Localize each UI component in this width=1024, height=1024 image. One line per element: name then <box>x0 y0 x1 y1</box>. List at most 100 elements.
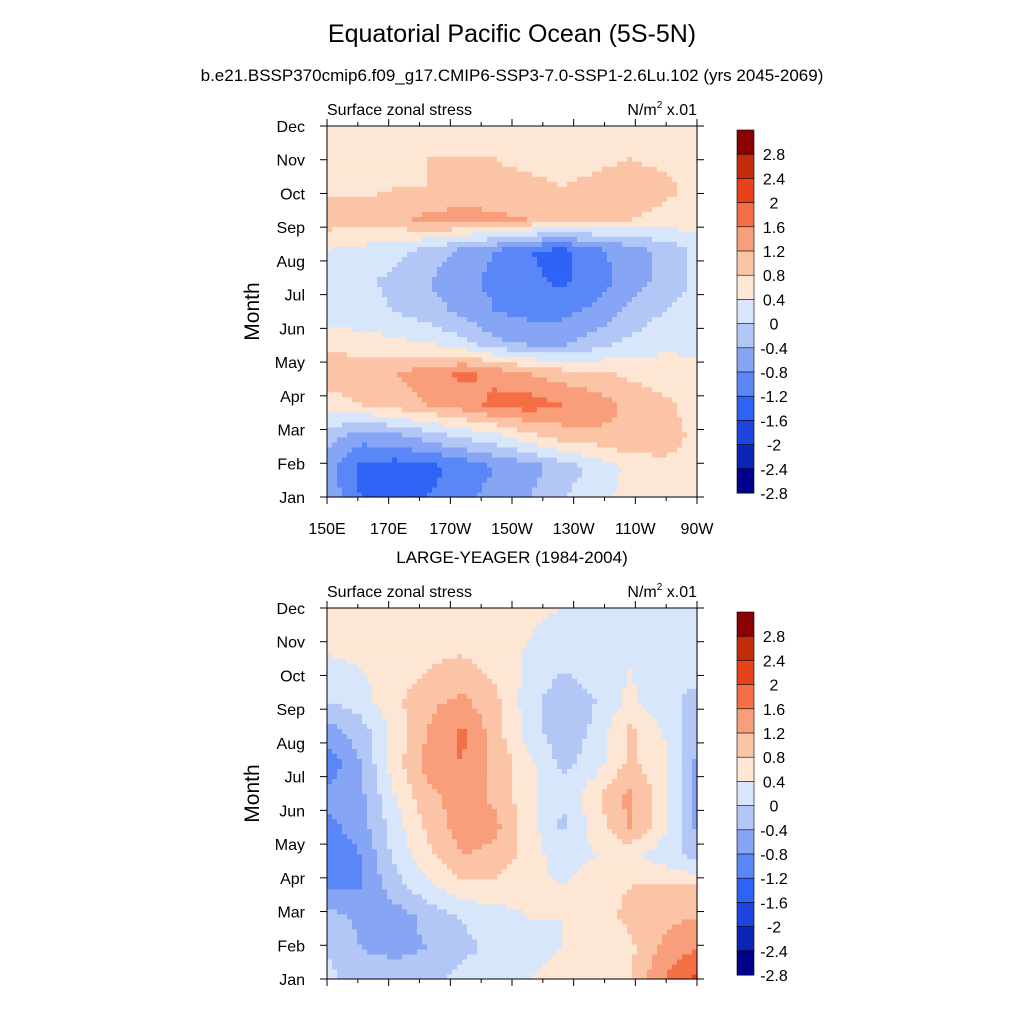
heatmap-cell <box>437 171 443 177</box>
heatmap-cell <box>432 451 438 458</box>
heatmap-cell <box>527 371 533 378</box>
heatmap-cell <box>327 156 333 162</box>
heatmap-cell <box>367 186 373 192</box>
heatmap-cell <box>607 386 613 393</box>
heatmap-cell <box>602 201 608 207</box>
heatmap-cell <box>432 371 438 378</box>
heatmap-cell <box>472 161 478 167</box>
heatmap-cell <box>577 306 583 313</box>
heatmap-cell <box>437 251 443 257</box>
heatmap-cell <box>352 461 358 468</box>
heatmap-cell <box>667 426 673 433</box>
heatmap-cell <box>382 281 388 288</box>
heatmap-cell <box>692 266 698 272</box>
heatmap-cell <box>677 331 683 338</box>
heatmap-cell <box>442 261 448 267</box>
heatmap-cell <box>342 336 348 343</box>
heatmap-cell <box>532 456 538 463</box>
heatmap-cell <box>542 341 548 348</box>
heatmap-cell <box>397 386 403 393</box>
heatmap-cell <box>677 211 683 217</box>
heatmap-cell <box>417 481 423 488</box>
heatmap-cell <box>337 391 343 398</box>
heatmap-cell <box>347 451 353 458</box>
heatmap-cell <box>342 166 348 172</box>
heatmap-cell <box>457 326 463 333</box>
heatmap-cell <box>597 341 603 348</box>
heatmap-cell <box>327 486 333 493</box>
heatmap-cell <box>507 406 513 413</box>
heatmap-cell <box>677 486 683 493</box>
heatmap-cell <box>527 476 533 483</box>
heatmap-cell <box>687 346 693 353</box>
heatmap-cell <box>617 416 623 423</box>
heatmap-cell <box>612 381 618 388</box>
heatmap-cell <box>507 176 513 182</box>
heatmap-cell <box>477 316 483 323</box>
heatmap-cell <box>437 396 443 403</box>
heatmap-cell <box>372 186 378 192</box>
heatmap-cell <box>422 286 428 293</box>
heatmap-cell <box>517 266 523 272</box>
heatmap-cell <box>572 326 578 333</box>
heatmap-cell <box>687 426 693 433</box>
heatmap-cell <box>677 346 683 353</box>
heatmap-cell <box>542 391 548 398</box>
heatmap-cell <box>617 311 623 318</box>
heatmap-cell <box>412 441 418 448</box>
heatmap-cell <box>487 471 493 478</box>
heatmap-cell <box>487 411 493 418</box>
heatmap-cell <box>377 446 383 453</box>
heatmap-cell <box>532 206 538 212</box>
heatmap-cell <box>637 326 643 333</box>
heatmap-cell <box>677 176 683 182</box>
heatmap-cell <box>597 441 603 448</box>
heatmap-cell <box>522 316 528 323</box>
heatmap-cell <box>472 321 478 328</box>
heatmap-cell <box>392 491 398 498</box>
heatmap-cell <box>427 261 433 267</box>
heatmap-cell <box>477 341 483 348</box>
heatmap-cell <box>612 471 618 478</box>
heatmap-cell <box>642 306 648 313</box>
heatmap-cell <box>522 466 528 473</box>
heatmap-cell <box>642 251 648 257</box>
heatmap-cell <box>662 206 668 212</box>
heatmap-cell <box>407 291 413 298</box>
heatmap-cell <box>657 451 663 458</box>
heatmap-cell <box>662 456 668 463</box>
heatmap-cell <box>597 271 603 277</box>
heatmap-cell <box>367 491 373 498</box>
heatmap-cell <box>652 266 658 272</box>
heatmap-cell <box>392 366 398 373</box>
heatmap-cell <box>652 321 658 328</box>
heatmap-cell <box>632 341 638 348</box>
heatmap-cell <box>527 326 533 333</box>
heatmap-cell <box>467 226 473 232</box>
heatmap-cell <box>687 261 693 267</box>
heatmap-cell <box>577 386 583 393</box>
heatmap-cell <box>442 186 448 192</box>
heatmap-cell <box>612 351 618 358</box>
heatmap-cell <box>617 206 623 212</box>
heatmap-cell <box>582 381 588 388</box>
heatmap-cell <box>432 426 438 433</box>
heatmap-cell <box>382 231 388 237</box>
heatmap-cell <box>497 196 503 202</box>
heatmap-cell <box>477 296 483 303</box>
heatmap-cell <box>667 411 673 418</box>
heatmap-cell <box>617 341 623 348</box>
heatmap-cell <box>552 301 558 308</box>
heatmap-cell <box>422 376 428 383</box>
heatmap-cell <box>557 401 563 408</box>
heatmap-cell <box>512 441 518 448</box>
heatmap-cell <box>422 271 428 277</box>
panel-2-title: LARGE-YEAGER (1984-2004) <box>396 548 628 567</box>
heatmap-cell <box>667 361 673 368</box>
heatmap-cell <box>627 276 633 283</box>
heatmap-cell <box>672 186 678 192</box>
heatmap-cell <box>667 341 673 348</box>
heatmap-cell <box>357 491 363 498</box>
heatmap-cell <box>367 456 373 463</box>
heatmap-cell <box>557 321 563 328</box>
